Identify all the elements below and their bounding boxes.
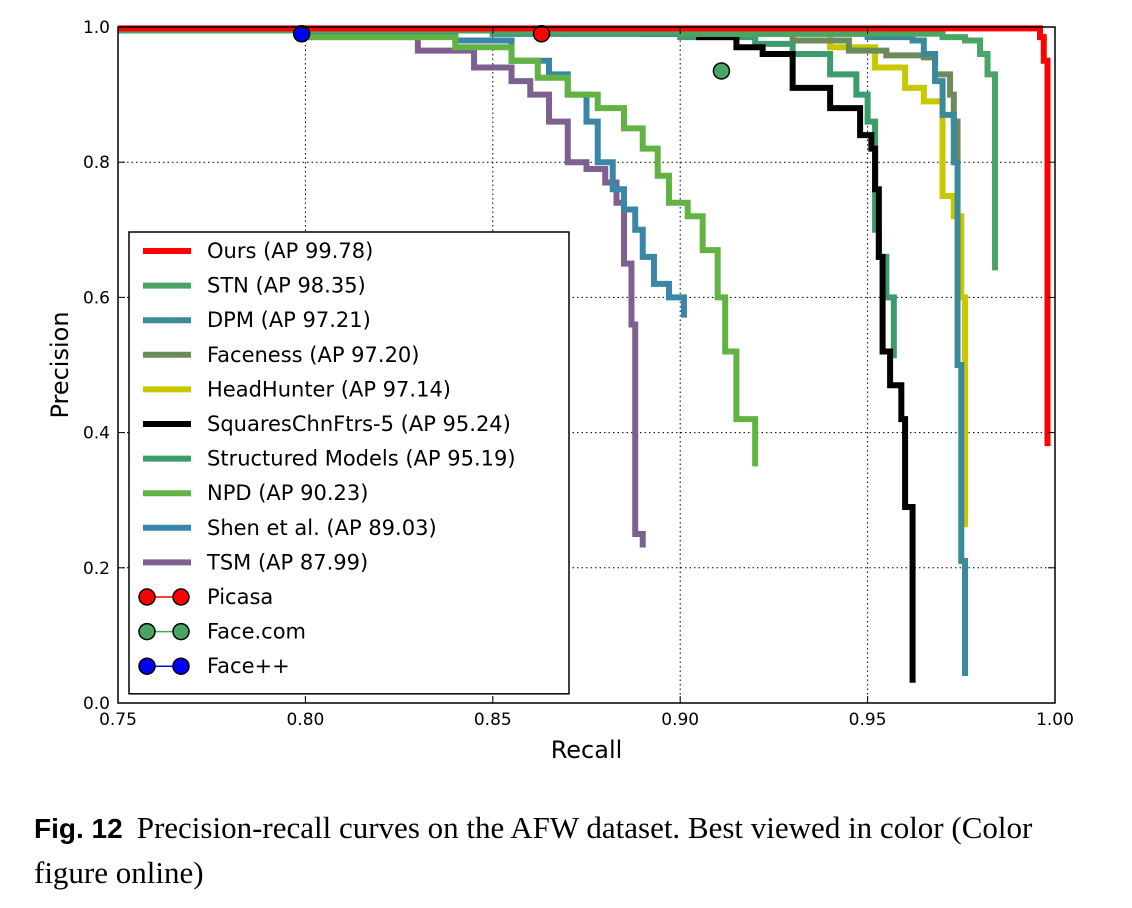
- series-line: [118, 27, 687, 318]
- series-line: [118, 27, 999, 271]
- legend-label: Ours (AP 99.78): [207, 239, 373, 263]
- y-tick-label: 1.0: [83, 18, 110, 38]
- legend-marker: [172, 657, 190, 675]
- detector-point: [292, 25, 311, 43]
- caption-text: Precision-recall curves on the AFW datas…: [34, 810, 1033, 890]
- detector-point: [712, 62, 731, 80]
- series-line: [118, 27, 759, 467]
- figure-number: Fig. 12: [34, 813, 123, 844]
- x-tick-label: 0.85: [474, 710, 512, 730]
- legend-label: Faceness (AP 97.20): [207, 343, 419, 367]
- y-tick-label: 0.0: [83, 694, 110, 714]
- axis-ticks: 0.75 0.80 0.85 0.90 0.95 1.00 0.0 0.2 0.4 0.6 0.8 1…: [83, 18, 1074, 730]
- legend-label: Picasa: [207, 585, 273, 609]
- legend: Ours (AP 99.78) STN (AP 98.35) DPM (AP 97.…: [128, 231, 570, 695]
- figure-caption: Fig. 12 Precision-recall curves on the AF…: [34, 806, 1094, 895]
- legend-marker: [172, 588, 190, 606]
- legend-label: Face++: [207, 654, 290, 678]
- x-tick-label: 0.75: [99, 710, 137, 730]
- pr-chart: 0.75 0.80 0.85 0.90 0.95 1.00 0.0 0.2 0.4 0.6 0.8 1…: [46, 18, 1074, 764]
- legend-label: TSM (AP 87.99): [206, 550, 368, 574]
- legend-label: Face.com: [207, 620, 306, 644]
- y-tick-label: 0.8: [83, 153, 110, 173]
- series-layer: [118, 25, 1051, 683]
- x-tick-label: 0.90: [661, 710, 699, 730]
- y-axis-label: Precision: [46, 311, 74, 418]
- legend-marker: [172, 622, 190, 641]
- legend-label: DPM (AP 97.21): [207, 308, 371, 332]
- detector-point: [532, 25, 551, 43]
- x-axis-label: Recall: [551, 736, 623, 764]
- legend-label: HeadHunter (AP 97.14): [207, 377, 451, 401]
- legend-marker: [138, 657, 156, 675]
- legend-marker: [138, 622, 156, 641]
- legend-label: Structured Models (AP 95.19): [207, 447, 516, 471]
- x-tick-label: 0.95: [849, 710, 887, 730]
- legend-label: NPD (AP 90.23): [207, 481, 368, 505]
- legend-box: [128, 231, 570, 695]
- plot-frame: [117, 26, 1056, 704]
- x-tick-label: 1.00: [1036, 710, 1074, 730]
- y-tick-label: 0.4: [83, 424, 110, 444]
- y-tick-label: 0.2: [83, 559, 110, 579]
- series-line: [118, 27, 646, 548]
- legend-label: SquaresChnFtrs-5 (AP 95.24): [207, 412, 511, 436]
- legend-label: STN (AP 98.35): [207, 274, 366, 298]
- legend-marker: [138, 588, 156, 606]
- series-line: [118, 25, 1051, 447]
- x-tick-label: 0.80: [286, 710, 324, 730]
- legend-label: Shen et al. (AP 89.03): [207, 516, 437, 540]
- y-tick-label: 0.6: [83, 288, 110, 308]
- series-line: [118, 27, 916, 683]
